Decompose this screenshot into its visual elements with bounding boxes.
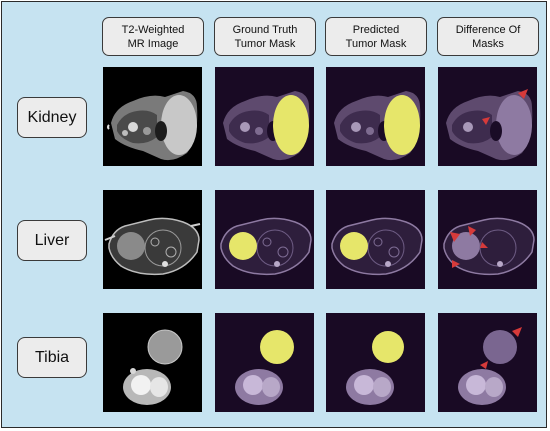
header-line-2: MR Image	[127, 37, 179, 50]
difference-arrow-icon	[512, 327, 522, 337]
header-line-1: Difference Of	[455, 23, 521, 36]
difference-arrow-icon	[468, 226, 476, 236]
liver-ground-truth	[215, 190, 314, 289]
column-header-predicted: Predicted Tumor Mask	[325, 17, 427, 56]
tibia-difference	[438, 313, 537, 412]
liver-difference	[438, 190, 537, 289]
header-line-1: Ground Truth	[232, 23, 298, 36]
header-line-2: Tumor Mask	[345, 37, 407, 50]
difference-arrow-icon	[452, 260, 460, 268]
header-line-2: Tumor Mask	[234, 37, 296, 50]
column-header-mr-image: T2-Weighted MR Image	[102, 17, 204, 56]
row-label-kidney: Kidney	[17, 97, 87, 138]
tibia-ground-truth	[215, 313, 314, 412]
kidney-ground-truth	[215, 67, 314, 166]
tibia-mr-image	[103, 313, 202, 412]
difference-arrow-icon	[482, 117, 490, 125]
difference-arrow-icon	[450, 232, 460, 242]
liver-mr-image	[103, 190, 202, 289]
difference-arrow-icon	[480, 361, 488, 369]
kidney-predicted	[326, 67, 425, 166]
difference-arrow-icon	[480, 242, 488, 248]
column-header-difference: Difference Of Masks	[437, 17, 539, 56]
header-line-1: T2-Weighted	[121, 23, 185, 36]
row-label-liver: Liver	[17, 220, 87, 261]
header-line-2: Masks	[472, 37, 504, 50]
difference-arrow-icon	[518, 89, 528, 99]
liver-predicted	[326, 190, 425, 289]
header-line-1: Predicted	[352, 23, 400, 36]
tibia-predicted	[326, 313, 425, 412]
row-label-tibia: Tibia	[17, 337, 87, 378]
column-header-ground-truth: Ground Truth Tumor Mask	[214, 17, 316, 56]
kidney-mr-image	[103, 67, 202, 166]
kidney-difference	[438, 67, 537, 166]
